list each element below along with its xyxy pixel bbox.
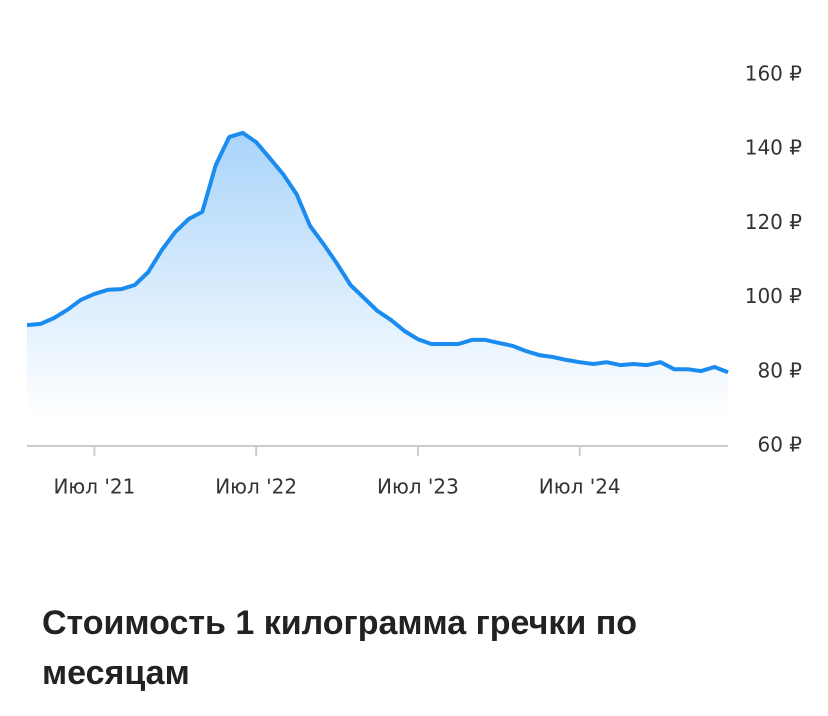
y-tick-label: 140 ₽ [745,136,803,160]
chart: 60 ₽ 80 ₽ 100 ₽ 120 ₽ 140 ₽ 160 ₽ Июл '21 Июл '… [26,62,803,499]
x-tick-label: Июл '24 [539,475,621,499]
y-tick-label: 100 ₽ [745,284,803,308]
x-tick-label: Июл '23 [377,475,459,499]
chart-title: Стоимость 1 килограмма гречки по месяцам [42,604,637,692]
line [26,130,729,375]
y-tick-label: 60 ₽ [757,433,802,457]
y-tick-label: 160 ₽ [745,62,803,86]
area-fill [27,132,728,416]
y-tick-label: 120 ₽ [745,210,803,234]
x-tick-label: Июл '22 [215,475,297,499]
y-tick-label: 80 ₽ [757,358,802,382]
x-tick-label: Июл '21 [53,475,135,499]
